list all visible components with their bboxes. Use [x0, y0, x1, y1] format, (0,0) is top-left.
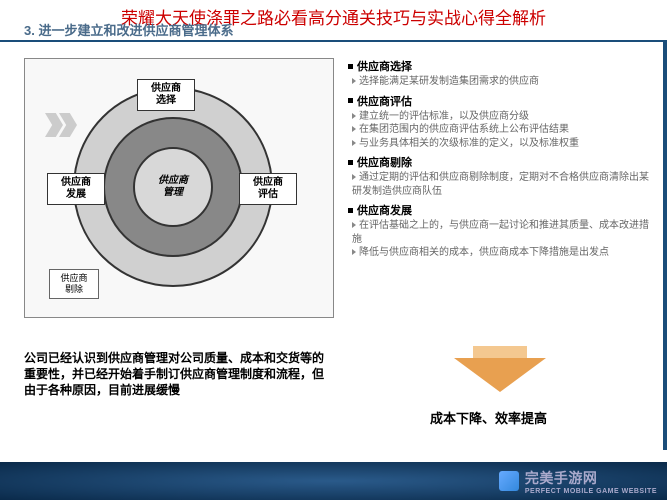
box-eval: 供应商评估 — [239, 173, 297, 205]
text-list: 供应商选择选择能满足某研发制造集团需求的供应商供应商评估建立统一的评估标准，以及… — [348, 58, 652, 264]
result-text: 成本下降、效率提高 — [430, 408, 547, 427]
item-body: 选择能满足某研发制造集团需求的供应商 — [352, 75, 652, 89]
footer-brand-sub: PERFECT MOBILE GAME WEBSITE — [525, 488, 657, 495]
box-elim: 供应商剔除 — [49, 269, 99, 299]
item-title: 供应商评估 — [348, 93, 652, 109]
footer-logo-icon — [499, 471, 519, 491]
footer-brand: 完美手游网 PERFECT MOBILE GAME WEBSITE — [525, 468, 657, 495]
box-select: 供应商选择 — [137, 79, 195, 111]
down-arrow-icon — [450, 346, 550, 396]
item-body: 通过定期的评估和供应商剔除制度，定期对不合格供应商清除出某研发制造供应商队伍 — [352, 171, 652, 198]
section-header: 3. 进一步建立和改进供应商管理体系 — [24, 20, 233, 39]
center-label: 供应商管理 — [158, 175, 188, 199]
item-title: 供应商剔除 — [348, 154, 652, 170]
side-divider — [663, 40, 667, 450]
summary-text: 公司已经认识到供应商管理对公司质量、成本和交货等的重要性，并已经开始着手制订供应… — [24, 350, 324, 399]
item-title: 供应商选择 — [348, 58, 652, 74]
circle-inner: 供应商管理 — [133, 147, 213, 227]
footer-brand-main: 完美手游网 — [525, 470, 598, 486]
box-dev: 供应商发展 — [47, 173, 105, 205]
cycle-diagram: 供应商管理 供应商选择 供应商评估 供应商发展 供应商剔除 — [24, 58, 334, 318]
top-divider — [0, 40, 667, 42]
item-body: 建立统一的评估标准，以及供应商分级在集团范围内的供应商评估系统上公布评估结果与业… — [352, 110, 652, 151]
item-body: 在评估基础之上的，与供应商一起讨论和推进其质量、成本改进措施降低与供应商相关的成… — [352, 219, 652, 260]
footer: 完美手游网 PERFECT MOBILE GAME WEBSITE — [0, 462, 667, 500]
item-title: 供应商发展 — [348, 202, 652, 218]
